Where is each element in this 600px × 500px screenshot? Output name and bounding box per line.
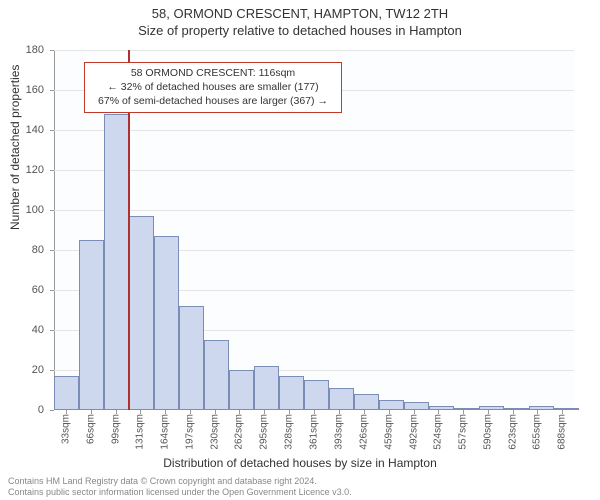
histogram-bar [529,406,554,410]
ytick-label: 60 [8,284,44,296]
footer-line-2: Contains public sector information licen… [8,487,592,498]
xtick-label: 33sqm [61,414,72,444]
ytick-label: 100 [8,204,44,216]
xtick-label: 393sqm [333,414,344,450]
x-axis-label: Distribution of detached houses by size … [0,456,600,470]
histogram-chart: 02040608010012014016018033sqm66sqm99sqm1… [54,50,574,410]
xtick-label: 361sqm [309,414,320,450]
histogram-bar [54,376,79,410]
xtick-label: 131sqm [135,414,146,450]
xtick-label: 164sqm [160,414,171,450]
ytick-mark [50,290,54,291]
histogram-bar [554,408,579,410]
histogram-bar [429,406,454,410]
xtick-label: 262sqm [234,414,245,450]
histogram-bar [179,306,204,410]
xtick-label: 197sqm [185,414,196,450]
xtick-label: 655sqm [531,414,542,450]
ytick-label: 80 [8,244,44,256]
ytick-label: 20 [8,364,44,376]
gridline [54,130,574,131]
annotation-line: ← 32% of detached houses are smaller (17… [91,80,335,94]
footer-attribution: Contains HM Land Registry data © Crown c… [8,476,592,498]
xtick-label: 688sqm [556,414,567,450]
histogram-bar [129,216,154,410]
ytick-mark [50,50,54,51]
xtick-label: 557sqm [457,414,468,450]
gridline [54,210,574,211]
page-subtitle: Size of property relative to detached ho… [0,23,600,38]
xtick-label: 623sqm [507,414,518,450]
ytick-mark [50,330,54,331]
ytick-mark [50,130,54,131]
xtick-label: 66sqm [86,414,97,444]
xtick-label: 328sqm [284,414,295,450]
ytick-label: 160 [8,84,44,96]
xtick-label: 459sqm [383,414,394,450]
ytick-label: 0 [8,404,44,416]
histogram-bar [504,408,529,410]
footer-line-1: Contains HM Land Registry data © Crown c… [8,476,592,487]
y-axis-line [54,50,55,410]
histogram-bar [104,114,129,410]
gridline [54,50,574,51]
histogram-bar [304,380,329,410]
annotation-line: 58 ORMOND CRESCENT: 116sqm [91,66,335,80]
xtick-label: 524sqm [432,414,443,450]
histogram-bar [379,400,404,410]
xtick-label: 426sqm [358,414,369,450]
histogram-bar [479,406,504,410]
ytick-mark [50,370,54,371]
page-title: 58, ORMOND CRESCENT, HAMPTON, TW12 2TH [0,6,600,21]
ytick-mark [50,90,54,91]
ytick-mark [50,170,54,171]
histogram-bar [404,402,429,410]
annotation-line: 67% of semi-detached houses are larger (… [91,94,335,108]
histogram-bar [354,394,379,410]
ytick-label: 180 [8,44,44,56]
histogram-bar [154,236,179,410]
ytick-label: 140 [8,124,44,136]
plot-area: 02040608010012014016018033sqm66sqm99sqm1… [54,50,574,410]
histogram-bar [329,388,354,410]
histogram-bar [254,366,279,410]
histogram-bar [229,370,254,410]
ytick-mark [50,210,54,211]
xtick-label: 295sqm [259,414,270,450]
ytick-mark [50,250,54,251]
xtick-label: 492sqm [408,414,419,450]
histogram-bar [279,376,304,410]
ytick-label: 40 [8,324,44,336]
xtick-label: 99sqm [111,414,122,444]
histogram-bar [454,408,479,410]
histogram-bar [204,340,229,410]
ytick-label: 120 [8,164,44,176]
gridline [54,170,574,171]
histogram-bar [79,240,104,410]
xtick-label: 230sqm [210,414,221,450]
xtick-label: 590sqm [482,414,493,450]
ytick-mark [50,410,54,411]
annotation-box: 58 ORMOND CRESCENT: 116sqm← 32% of detac… [84,62,342,113]
